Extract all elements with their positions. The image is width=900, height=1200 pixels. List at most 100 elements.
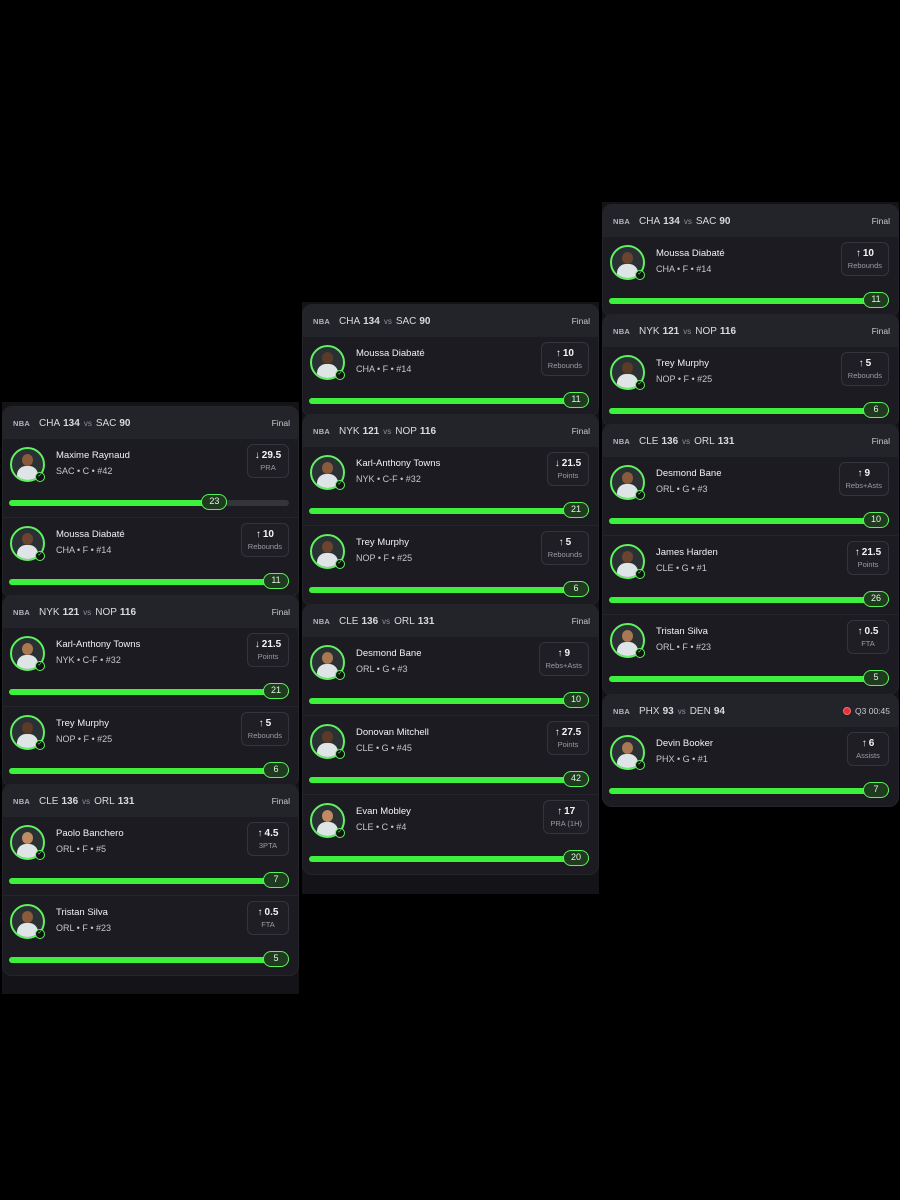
pick-row[interactable]: ✓ Paolo Banchero ORL • F • #5 ↑ 4.5 3PTA 7 [3,817,298,896]
progress-fill [609,597,889,603]
check-icon: ✓ [635,648,645,658]
pick-row[interactable]: ✓ James Harden CLE • G • #1 ↑ 21.5 Points 26 [603,536,898,615]
game-card[interactable]: NBA CHA 134 vs SAC 90 Final ✓ Maxime Raynaud SAC … [2,406,299,598]
player-info: CHA • F • #14 [656,264,712,274]
player-info: NOP • F • #25 [356,553,413,563]
game-card[interactable]: NBA CHA 134 vs SAC 90 Final ✓ Moussa Diabaté CHA … [302,304,599,417]
prop-line-box: ↑ 10 Rebounds [540,342,589,376]
game-header[interactable]: NBA CHA 134 vs SAC 90 Final [303,305,598,337]
progress-fill [9,768,289,774]
arrow-up-icon: ↑ [858,358,864,369]
player-head-shape [322,731,333,743]
pick-row[interactable]: ✓ Tristan Silva ORL • F • #23 ↑ 0.5 FTA 5 [3,896,298,975]
prop-line-value: 21.5 [561,458,582,469]
pick-row[interactable]: ✓ Trey Murphy NOP • F • #25 ↑ 5 Rebounds 6 [3,707,298,786]
prop-stat-label: Rebounds [847,371,882,380]
pick-row[interactable]: ✓ Karl-Anthony Towns NYK • C-F • #32 ↓ 21.5 P… [303,447,598,526]
progress-track: 21 [9,683,289,699]
game-card[interactable]: NBA CLE 136 vs ORL 131 Final ✓ Paolo Banchero ORL… [2,784,299,976]
prop-line: ↑ 0.5 [854,626,882,637]
game-header[interactable]: NBA NYK 121 vs NOP 116 Final [3,596,298,628]
prop-line: ↑ 17 [550,806,582,817]
away-team: ORL [394,615,415,627]
away-score: 90 [419,315,431,327]
prop-line-value: 9 [564,648,571,659]
prop-line: ↑ 4.5 [254,828,282,839]
pick-row[interactable]: ✓ Moussa Diabaté CHA • F • #14 ↑ 10 Rebounds 1… [603,237,898,316]
player-jersey-shape [617,484,638,498]
prop-line-value: 21.5 [261,639,282,650]
result-badge: 21 [563,502,589,518]
game-card[interactable]: NBA CLE 136 vs ORL 131 Final ✓ Desmond Bane ORL •… [602,424,899,695]
check-icon: ✓ [35,740,45,750]
player-jersey-shape [17,734,38,748]
home-team: CLE [339,615,359,627]
game-header[interactable]: NBA CHA 134 vs SAC 90 Final [603,205,898,237]
live-indicator-icon [843,707,852,715]
pick-row[interactable]: ✓ Evan Mobley CLE • C • #4 ↑ 17 PRA (1H) 20 [303,795,598,874]
pick-row[interactable]: ✓ Desmond Bane ORL • G • #3 ↑ 9 Rebs+Asts 10 [603,457,898,536]
pick-row[interactable]: ✓ Desmond Bane ORL • G • #3 ↑ 9 Rebs+Asts 10 [303,637,598,716]
player-name: Donovan Mitchell [356,727,429,738]
player-info: CLE • G • #45 [356,743,412,753]
game-header[interactable]: NBA NYK 121 vs NOP 116 Final [303,415,598,447]
prop-stat-label: Rebounds [547,550,582,559]
prop-line: ↑ 27.5 [554,727,582,738]
row-divider [3,706,298,707]
progress-fill [309,587,589,593]
arrow-up-icon: ↑ [855,248,861,259]
pick-row[interactable]: ✓ Maxime Raynaud SAC • C • #42 ↓ 29.5 PRA 23 [3,439,298,518]
game-card[interactable]: NBA NYK 121 vs NOP 116 Final ✓ Karl-Anthony Town… [2,595,299,787]
check-icon: ✓ [335,749,345,759]
game-status-text: Final [271,418,290,428]
game-status-text: Q3 00:45 [855,706,890,716]
game-card[interactable]: NBA CLE 136 vs ORL 131 Final ✓ Desmond Bane ORL •… [302,604,599,875]
game-status-text: Final [271,607,290,617]
prop-line-box: ↑ 5 Rebounds [540,531,589,565]
result-badge: 10 [563,692,589,708]
prop-stat-label: Rebounds [247,542,282,551]
prop-stat-label: Points [257,652,279,661]
away-score: 116 [119,606,137,618]
away-score: 131 [117,795,135,807]
progress-track: 6 [309,581,589,597]
pick-row[interactable]: ✓ Tristan Silva ORL • F • #23 ↑ 0.5 FTA 5 [603,615,898,694]
vs-label: vs [683,326,692,336]
league-label: NBA [13,796,31,806]
prop-line: ↑ 10 [548,348,582,359]
check-icon: ✓ [635,569,645,579]
pick-row[interactable]: ✓ Devin Booker PHX • G • #1 ↑ 6 Assists 7 [603,727,898,806]
progress-fill [309,508,589,514]
game-header[interactable]: NBA CLE 136 vs ORL 131 Final [303,605,598,637]
home-team: CHA [39,417,61,429]
pick-row[interactable]: ✓ Trey Murphy NOP • F • #25 ↑ 5 Rebounds 6 [603,347,898,426]
game-header[interactable]: NBA CLE 136 vs ORL 131 Final [603,425,898,457]
matchup: CHA 134 vs SAC 90 [639,216,731,227]
prop-line-box: ↑ 17 PRA (1H) [543,800,589,834]
pick-row[interactable]: ✓ Donovan Mitchell CLE • G • #45 ↑ 27.5 Point… [303,716,598,795]
player-jersey-shape [617,642,638,656]
game-header[interactable]: NBA CHA 134 vs SAC 90 Final [3,407,298,439]
game-status: Final [572,616,590,626]
player-name: Tristan Silva [656,626,708,637]
prop-stat-label: 3PTA [258,841,278,850]
game-header[interactable]: NBA NYK 121 vs NOP 116 Final [603,315,898,347]
game-card[interactable]: NBA NYK 121 vs NOP 116 Final ✓ Trey Murphy NOP • … [602,314,899,427]
game-header[interactable]: NBA CLE 136 vs ORL 131 Final [3,785,298,817]
game-card[interactable]: NBA PHX 93 vs DEN 94 Q3 00:45 ✓ Devin Booker PHX … [602,694,899,807]
result-badge: 42 [563,771,589,787]
pick-row[interactable]: ✓ Moussa Diabaté CHA • F • #14 ↑ 10 Rebounds 1… [303,337,598,416]
player-head-shape [622,742,633,754]
progress-fill [309,398,589,404]
pick-row[interactable]: ✓ Karl-Anthony Towns NYK • C-F • #32 ↓ 21.5 P… [3,628,298,707]
game-header[interactable]: NBA PHX 93 vs DEN 94 Q3 00:45 [603,695,898,727]
home-score: 121 [362,425,380,437]
pick-row[interactable]: ✓ Trey Murphy NOP • F • #25 ↑ 5 Rebounds 6 [303,526,598,605]
pick-row[interactable]: ✓ Moussa Diabaté CHA • F • #14 ↑ 10 Rebounds 1… [3,518,298,597]
game-card[interactable]: NBA NYK 121 vs NOP 116 Final ✓ Karl-Anthony Town… [302,414,599,606]
prop-line: ↓ 21.5 [254,639,282,650]
away-score: 131 [717,435,735,447]
progress-fill [609,518,889,524]
game-card[interactable]: NBA CHA 134 vs SAC 90 Final ✓ Moussa Diabaté CHA … [602,204,899,317]
arrow-up-icon: ↑ [257,828,263,839]
